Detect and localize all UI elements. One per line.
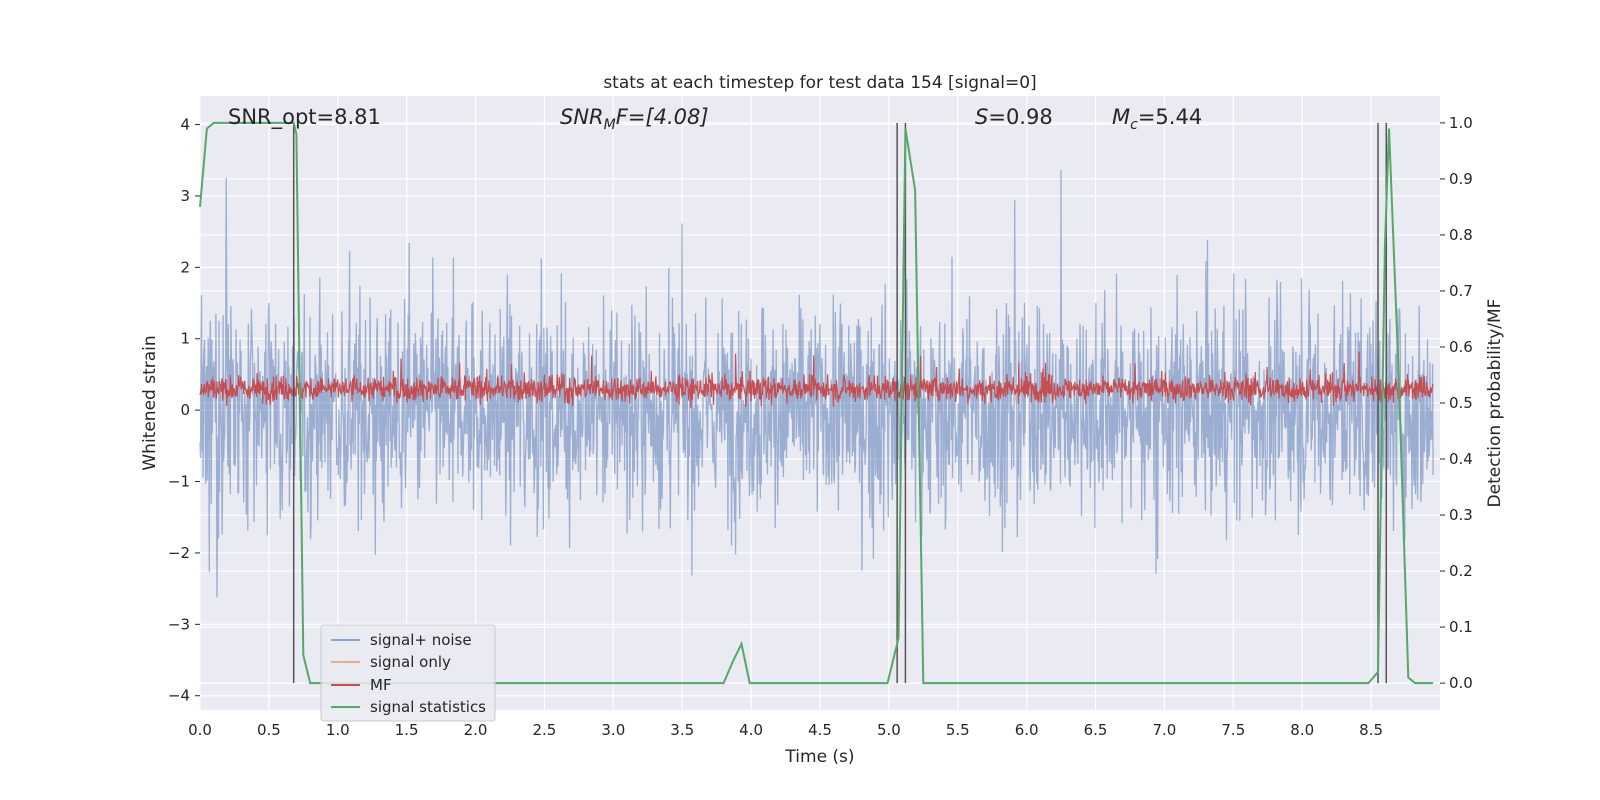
vertical-markers: [292, 122, 1388, 684]
snr-mf-sub: M: [604, 117, 616, 133]
signal-noise-series: [199, 169, 1434, 598]
left-y-tick-label: 0: [180, 401, 190, 419]
left-y-tick-label: −3: [168, 615, 190, 633]
snr-mf-label: SNR: [560, 105, 604, 129]
legend: signal+ noise signal only MF signal stat…: [320, 624, 496, 722]
left-y-tick-label: 2: [180, 258, 190, 276]
s-label: S: [975, 105, 988, 129]
right-y-tick-label: 0.3: [1449, 506, 1473, 524]
x-tick-label: 5.0: [877, 721, 901, 739]
right-y-tick-labels: 1.0 0.9 0.8 0.7 0.6 0.5 0.4 0.3 0.2 0.1 0.0: [1440, 114, 1473, 692]
x-tick-label: 7.0: [1153, 721, 1177, 739]
annotations: SNR_opt=8.81 SNRMF=[4.08] S=0.98 Mc=5.44: [228, 105, 1202, 133]
x-axis-label: Time (s): [784, 747, 854, 767]
chart-title: stats at each timestep for test data 154…: [603, 73, 1036, 93]
mf-series: [199, 351, 1434, 408]
x-tick-label: 1.0: [326, 721, 350, 739]
right-y-tick-label: 0.2: [1449, 562, 1473, 580]
x-tick-labels: 0.0 0.5 1.0 1.5 2.0 2.5 3.0 3.5 4.0 4.5 5.0 5.5 6.0 6…: [188, 721, 1383, 739]
right-y-axis-label: Detection probability/MF: [1485, 299, 1505, 508]
legend-label-signal-statistics: signal statistics: [370, 698, 486, 716]
right-y-tick-label: 0.9: [1449, 170, 1473, 188]
x-tick-label: 2.5: [533, 721, 557, 739]
snr-mf-annotation: SNRMF=[4.08]: [560, 105, 709, 133]
left-y-tick-label: −1: [168, 473, 190, 491]
mc-sub: c: [1130, 117, 1138, 133]
left-y-tick-label: 4: [180, 116, 190, 134]
x-tick-label: 4.5: [808, 721, 832, 739]
mc-value: =5.44: [1138, 105, 1202, 129]
snr-mf-value: F=[4.08]: [616, 105, 709, 129]
x-tick-label: 4.0: [739, 721, 763, 739]
left-y-tick-label: −2: [168, 544, 190, 562]
right-y-tick-label: 0.4: [1449, 450, 1473, 468]
x-tick-label: 1.5: [395, 721, 419, 739]
signal-noise-line: [199, 169, 1434, 598]
s-value: =0.98: [988, 105, 1052, 129]
mc-annotation: Mc=5.44: [1112, 105, 1202, 133]
legend-box: [320, 624, 496, 722]
right-y-tick-label: 0.0: [1449, 674, 1473, 692]
mc-label: M: [1112, 105, 1130, 129]
signal-statistics-line: [199, 121, 1434, 685]
legend-label-mf: MF: [370, 676, 392, 694]
snr-opt-annotation: SNR_opt=8.81: [228, 105, 381, 130]
right-y-tick-label: 1.0: [1449, 114, 1473, 132]
left-y-tick-label: 1: [180, 330, 190, 348]
left-y-axis-label: Whitened strain: [140, 335, 160, 470]
mf-line: [199, 351, 1434, 408]
x-tick-label: 8.0: [1290, 721, 1314, 739]
x-tick-label: 0.5: [257, 721, 281, 739]
right-y-tick-label: 0.8: [1449, 226, 1473, 244]
legend-label-signal-only: signal only: [370, 653, 451, 671]
x-tick-label: 3.0: [601, 721, 625, 739]
x-tick-label: 7.5: [1221, 721, 1245, 739]
left-y-tick-label: 3: [180, 187, 190, 205]
left-y-tick-labels: 4 3 2 1 0 −1 −2 −3 −4: [168, 116, 200, 705]
right-y-tick-label: 0.1: [1449, 618, 1473, 636]
x-tick-label: 6.5: [1084, 721, 1108, 739]
right-y-tick-label: 0.7: [1449, 282, 1473, 300]
x-tick-label: 3.5: [670, 721, 694, 739]
right-y-tick-label: 0.5: [1449, 394, 1473, 412]
signal-statistics-series: [199, 121, 1434, 685]
s-annotation: S=0.98: [975, 105, 1053, 129]
right-y-tick-label: 0.6: [1449, 338, 1473, 356]
x-tick-label: 2.0: [464, 721, 488, 739]
legend-label-signal-noise: signal+ noise: [370, 631, 472, 649]
x-tick-label: 5.5: [946, 721, 970, 739]
x-tick-label: 8.5: [1359, 721, 1383, 739]
x-tick-label: 0.0: [188, 721, 212, 739]
x-tick-label: 6.0: [1015, 721, 1039, 739]
left-y-tick-label: −4: [168, 687, 190, 705]
